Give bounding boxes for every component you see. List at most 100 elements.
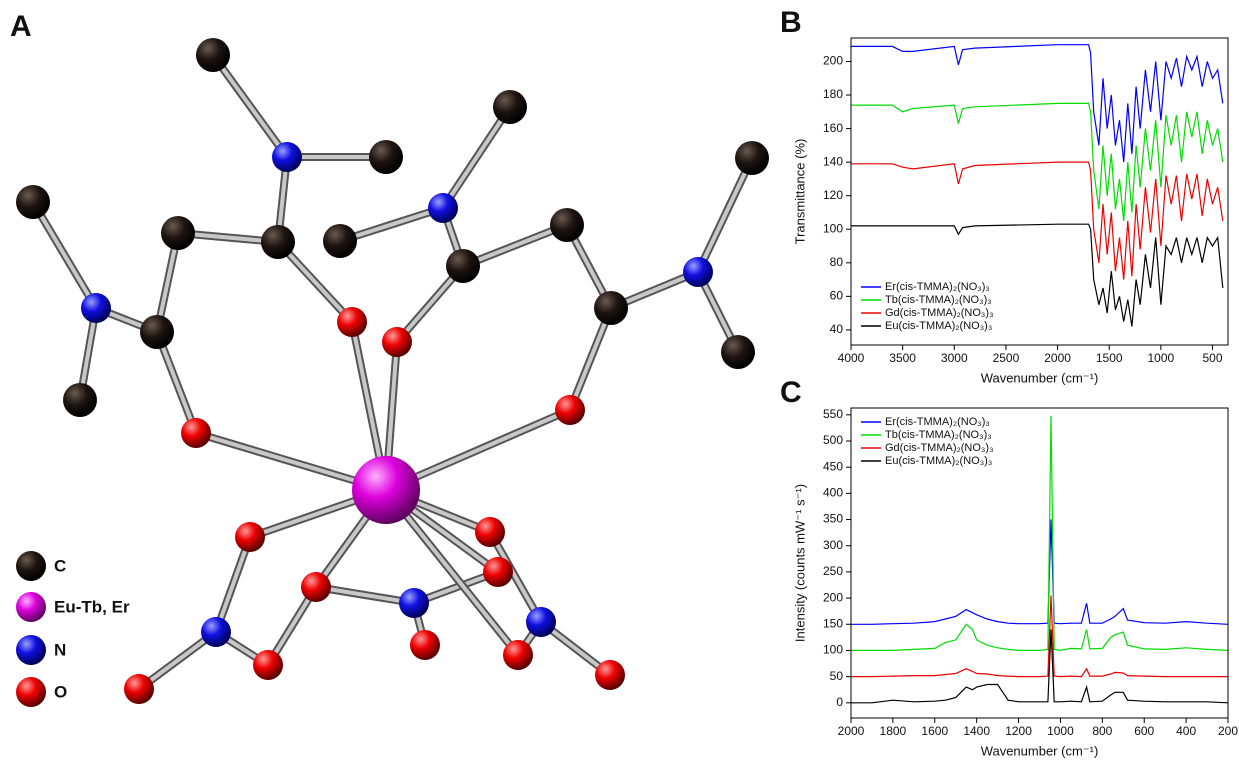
y-tick-label: 40 bbox=[830, 322, 844, 336]
atom-legend: C Eu-Tb, Er N O bbox=[16, 551, 130, 707]
atom bbox=[382, 327, 412, 357]
legend-label: O bbox=[54, 682, 67, 701]
x-axis-label: Wavenumber (cm⁻¹) bbox=[981, 370, 1099, 385]
atom bbox=[483, 557, 513, 587]
spectrum-line bbox=[851, 595, 1228, 678]
y-tick-label: 120 bbox=[823, 188, 843, 202]
atom bbox=[683, 257, 713, 287]
atom bbox=[446, 249, 480, 283]
atom bbox=[352, 456, 420, 524]
x-tick-label: 1800 bbox=[880, 724, 907, 738]
x-tick-label: 1200 bbox=[1005, 724, 1032, 738]
atom bbox=[201, 617, 231, 647]
legend-label: Tb(cis-TMMA)₂(NO₃)₃ bbox=[885, 429, 992, 441]
atom bbox=[721, 335, 755, 369]
y-tick-label: 350 bbox=[823, 512, 843, 526]
atom bbox=[196, 38, 230, 72]
atom bbox=[594, 291, 628, 325]
atom bbox=[253, 650, 283, 680]
spectrum-line bbox=[851, 102, 1224, 221]
x-tick-label: 2000 bbox=[838, 724, 865, 738]
spectrum-line bbox=[851, 415, 1229, 652]
bond-highlight bbox=[31, 200, 98, 310]
atom bbox=[301, 572, 331, 602]
y-tick-label: 80 bbox=[830, 255, 844, 269]
legend-label: Tb(cis-TMMA)₂(NO₃)₃ bbox=[885, 294, 992, 306]
x-tick-label: 600 bbox=[1134, 724, 1154, 738]
molecule bbox=[16, 38, 769, 704]
panel-label: C bbox=[780, 376, 802, 409]
legend-label: Gd(cis-TMMA)₂(NO₃)₃ bbox=[885, 307, 994, 319]
bond-highlight bbox=[568, 307, 613, 411]
y-tick-label: 450 bbox=[823, 459, 843, 473]
y-tick-label: 150 bbox=[823, 616, 843, 630]
x-tick-label: 800 bbox=[1092, 724, 1112, 738]
legend-swatch bbox=[16, 677, 46, 707]
bond-highlight bbox=[488, 531, 543, 623]
legend-label: Gd(cis-TMMA)₂(NO₃)₃ bbox=[885, 442, 994, 454]
bond-highlight bbox=[315, 585, 415, 605]
y-tick-label: 250 bbox=[823, 564, 843, 578]
y-tick-label: 200 bbox=[823, 54, 843, 68]
atom bbox=[555, 395, 585, 425]
atom bbox=[272, 142, 302, 172]
x-tick-label: 1600 bbox=[921, 724, 948, 738]
x-tick-label: 200 bbox=[1218, 724, 1238, 738]
atom bbox=[399, 588, 429, 618]
y-tick-label: 160 bbox=[823, 121, 843, 135]
atom bbox=[428, 193, 458, 223]
bond-highlight bbox=[276, 240, 354, 324]
y-axis-label: Intensity (counts mW⁻¹ s⁻¹) bbox=[792, 484, 807, 642]
legend-label: Er(cis-TMMA)₂(NO₃)₃ bbox=[885, 281, 990, 293]
bond-highlight bbox=[211, 53, 289, 159]
spectrum-line bbox=[851, 161, 1224, 280]
plot-frame bbox=[850, 407, 1229, 719]
x-tick-label: 3500 bbox=[889, 351, 916, 365]
x-tick-label: 500 bbox=[1202, 351, 1222, 365]
x-tick-label: 400 bbox=[1176, 724, 1196, 738]
y-tick-label: 400 bbox=[823, 486, 843, 500]
x-axis-label: Wavenumber (cm⁻¹) bbox=[981, 743, 1099, 758]
bond-highlight bbox=[696, 157, 754, 273]
atom bbox=[493, 90, 527, 124]
atom bbox=[63, 383, 97, 417]
y-tick-label: 550 bbox=[823, 407, 843, 421]
atom bbox=[410, 630, 440, 660]
atom bbox=[475, 517, 505, 547]
x-tick-label: 3000 bbox=[941, 351, 968, 365]
y-tick-label: 300 bbox=[823, 538, 843, 552]
x-tick-label: 4000 bbox=[838, 351, 865, 365]
spectrum-line bbox=[851, 223, 1224, 327]
legend-swatch bbox=[16, 592, 46, 622]
x-tick-label: 1500 bbox=[1096, 351, 1123, 365]
y-tick-label: 50 bbox=[830, 669, 844, 683]
atom bbox=[235, 522, 265, 552]
panel-label: A bbox=[10, 10, 32, 43]
atom bbox=[81, 293, 111, 323]
legend-label: C bbox=[54, 556, 66, 575]
x-tick-label: 2500 bbox=[993, 351, 1020, 365]
legend-label: Eu(cis-TMMA)₂(NO₃)₃ bbox=[885, 455, 992, 467]
legend-label: Er(cis-TMMA)₂(NO₃)₃ bbox=[885, 416, 990, 428]
x-tick-label: 1400 bbox=[963, 724, 990, 738]
bond-highlight bbox=[384, 488, 520, 657]
x-tick-label: 1000 bbox=[1047, 724, 1074, 738]
spectrum-line bbox=[851, 629, 1229, 704]
atom bbox=[369, 140, 403, 174]
atom bbox=[140, 315, 174, 349]
spectrum-line bbox=[851, 519, 1229, 625]
atom bbox=[161, 216, 195, 250]
legend-label: Eu(cis-TMMA)₂(NO₃)₃ bbox=[885, 320, 992, 332]
y-tick-label: 140 bbox=[823, 154, 843, 168]
bond-highlight bbox=[462, 223, 568, 268]
atom bbox=[735, 141, 769, 175]
y-tick-label: 0 bbox=[836, 695, 843, 709]
y-tick-label: 500 bbox=[823, 433, 843, 447]
y-tick-label: 100 bbox=[823, 221, 843, 235]
spectrum-line bbox=[851, 44, 1224, 163]
bond-highlight bbox=[266, 585, 318, 667]
y-axis-label: Transmittance (%) bbox=[792, 139, 807, 245]
bond-highlight bbox=[137, 630, 218, 691]
y-tick-label: 180 bbox=[823, 87, 843, 101]
